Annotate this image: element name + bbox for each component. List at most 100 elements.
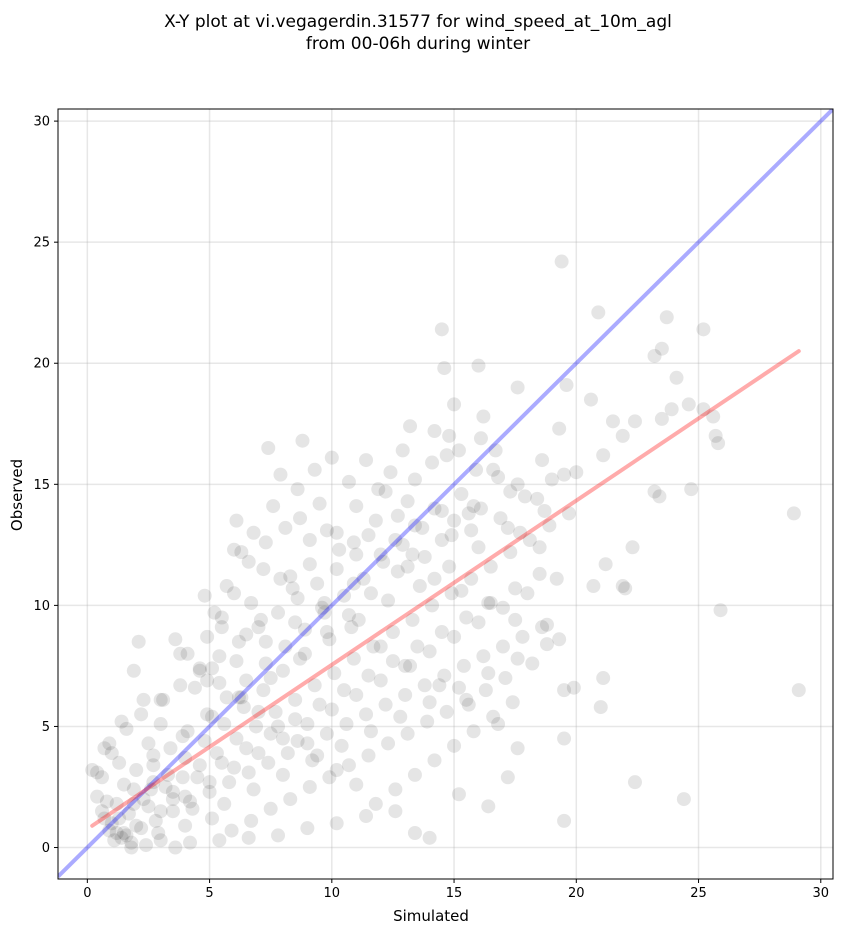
scatter-point xyxy=(444,586,459,601)
scatter-point xyxy=(359,453,374,468)
scatter-point xyxy=(261,440,276,455)
scatter-point xyxy=(183,835,198,850)
scatter-point xyxy=(491,717,506,732)
scatter-point xyxy=(615,428,630,443)
scatter-point xyxy=(114,830,129,845)
scatter-point xyxy=(503,545,518,560)
scatter-point xyxy=(200,707,215,722)
scatter-point xyxy=(275,731,290,746)
scatter-point xyxy=(388,533,403,548)
scatter-point xyxy=(300,717,315,732)
scatter-point xyxy=(134,707,149,722)
scatter-point xyxy=(471,358,486,373)
scatter-point xyxy=(442,428,457,443)
scatter-point xyxy=(557,467,572,482)
scatter-point xyxy=(498,671,513,686)
scatter-point xyxy=(559,378,574,393)
scatter-point xyxy=(315,600,330,615)
scatter-point xyxy=(180,724,195,739)
scatter-point xyxy=(346,535,361,550)
scatter-point xyxy=(627,775,642,790)
scatter-point xyxy=(168,840,183,855)
scatter-point xyxy=(447,629,462,644)
scatter-point xyxy=(212,649,227,664)
scatter-point xyxy=(552,632,567,647)
scatter-point xyxy=(231,690,246,705)
scatter-point xyxy=(469,462,484,477)
scatter-point xyxy=(359,707,374,722)
plot-area xyxy=(58,109,833,879)
scatter-point xyxy=(486,709,501,724)
scatter-point xyxy=(153,692,168,707)
scatter-point xyxy=(310,576,325,591)
y-axis-ticks: 0 5 10 15 20 25 30 xyxy=(33,115,58,856)
scatter-point xyxy=(341,608,356,623)
scatter-point xyxy=(786,506,801,521)
scatter-point xyxy=(131,634,146,649)
scatter-point xyxy=(322,770,337,785)
scatter-point xyxy=(422,695,437,710)
scatter-point xyxy=(229,731,244,746)
scatter-point xyxy=(300,821,315,836)
scatter-point xyxy=(530,491,545,506)
scatter-point xyxy=(146,748,161,763)
scatter-point xyxy=(486,462,501,477)
chart-title-line1: X-Y plot at vi.vegagerdin.31577 for wind… xyxy=(164,12,672,32)
scatter-point xyxy=(222,775,237,790)
scatter-point xyxy=(200,673,215,688)
y-tick-label: 30 xyxy=(33,115,50,130)
scatter-point xyxy=(412,579,427,594)
scatter-point xyxy=(310,748,325,763)
scatter-point xyxy=(537,503,552,518)
scatter-point xyxy=(385,625,400,640)
scatter-point xyxy=(258,656,273,671)
scatter-point xyxy=(684,482,699,497)
scatter-point xyxy=(505,695,520,710)
scatter-point xyxy=(205,811,220,826)
scatter-point xyxy=(273,571,288,586)
scatter-point xyxy=(168,632,183,647)
scatter-point xyxy=(495,600,510,615)
scatter-point xyxy=(405,547,420,562)
scatter-point xyxy=(278,520,293,535)
scatter-point xyxy=(471,540,486,555)
scatter-point xyxy=(417,549,432,564)
scatter-point xyxy=(143,782,158,797)
scatter-point xyxy=(361,668,376,683)
scatter-point xyxy=(121,806,136,821)
scatter-point xyxy=(246,525,261,540)
scatter-point xyxy=(539,617,554,632)
y-axis-label: Observed xyxy=(8,459,26,531)
scatter-point xyxy=(173,646,188,661)
scatter-point xyxy=(510,380,525,395)
scatter-point xyxy=(427,501,442,516)
scatter-point xyxy=(361,528,376,543)
scatter-point xyxy=(708,428,723,443)
scatter-point xyxy=(654,341,669,356)
plot-frame xyxy=(57,108,834,880)
scatter-point xyxy=(117,825,132,840)
scatter-point xyxy=(112,811,127,826)
scatter-point xyxy=(136,692,151,707)
scatter-point xyxy=(586,579,601,594)
scatter-point xyxy=(647,484,662,499)
scatter-point xyxy=(407,518,422,533)
scatter-point xyxy=(471,615,486,630)
scatter-point xyxy=(447,397,462,412)
scatter-point xyxy=(288,712,303,727)
scatter-point xyxy=(217,717,232,732)
x-tick-label: 5 xyxy=(205,886,213,901)
scatter-point xyxy=(652,489,667,504)
y-tick-label: 20 xyxy=(33,357,50,372)
scatter-point xyxy=(483,559,498,574)
scatter-point xyxy=(535,453,550,468)
scatter-point xyxy=(209,746,224,761)
scatter-point xyxy=(400,726,415,741)
scatter-point xyxy=(197,733,212,748)
scatter-point xyxy=(569,465,584,480)
scatter-point xyxy=(192,758,207,773)
scatter-point xyxy=(102,736,117,751)
scatter-point xyxy=(214,755,229,770)
grid xyxy=(58,109,833,879)
scatter-point xyxy=(539,637,554,652)
